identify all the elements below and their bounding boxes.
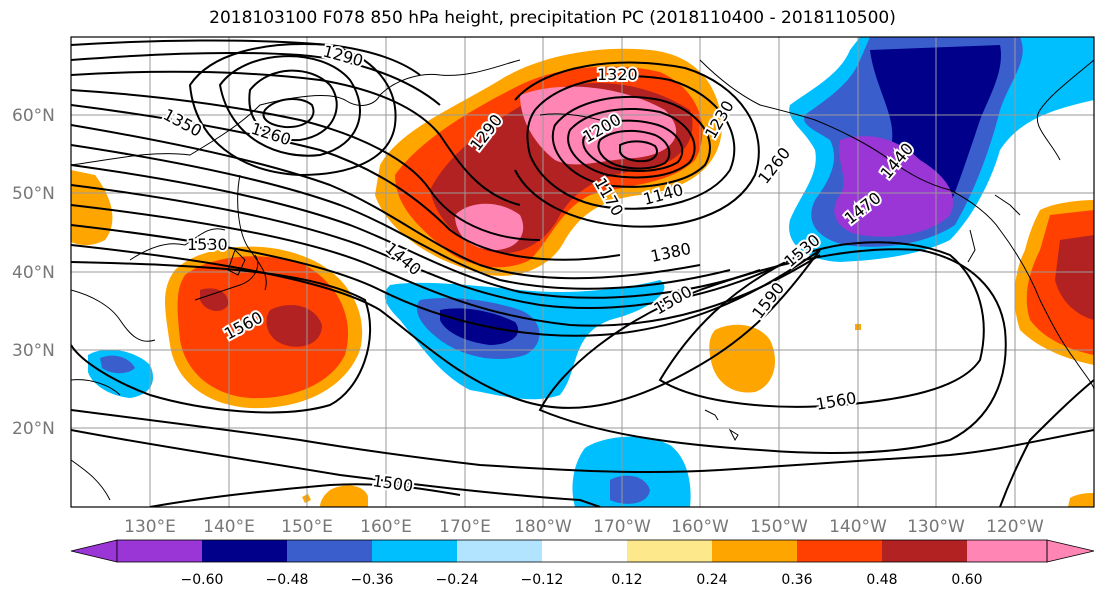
shade-orange-small <box>320 485 368 507</box>
colorbar-swatch <box>627 540 712 562</box>
lon-tick-label: 140°W <box>829 517 887 537</box>
map-plot-area: 1290 1320 1350 1260 1290 1200 1230 1260 … <box>71 37 1094 507</box>
colorbar-swatch <box>542 540 627 562</box>
shade-darkred-japan <box>266 305 322 347</box>
lon-tick-label: 150°E <box>281 517 333 537</box>
lon-tick-label: 150°W <box>750 517 808 537</box>
lat-tick-label: 60°N <box>12 106 55 126</box>
colorbar-swatch <box>882 540 967 562</box>
shade-blue-phil <box>100 355 135 374</box>
colorbar-tick-label: −0.12 <box>521 572 564 588</box>
colorbar-tick-label: 0.60 <box>951 572 982 588</box>
lon-tick-label: 130°W <box>907 517 965 537</box>
shade-orange-small2 <box>1068 492 1094 507</box>
lon-tick-label: 160°E <box>360 517 412 537</box>
colorbar-tick-label: 0.36 <box>781 572 812 588</box>
lon-tick-label: 170°W <box>593 517 651 537</box>
lon-tick-label: 170°E <box>439 517 491 537</box>
colorbar-swatch <box>967 540 1047 562</box>
contour-label: 1530 <box>187 235 228 254</box>
colorbar-tick-label: −0.60 <box>181 572 224 588</box>
lon-axis: 130°E 140°E 150°E 160°E 170°E 180°W 170°… <box>124 517 1044 537</box>
colorbar-tick-label: 0.12 <box>611 572 642 588</box>
lat-tick-label: 30°N <box>12 341 55 361</box>
shade-darkred-japan2 <box>200 288 229 312</box>
shade-navy-mid <box>440 308 519 345</box>
colorbar-swatch <box>287 540 372 562</box>
height-contours <box>71 39 1094 507</box>
colorbar-swatch <box>372 540 457 562</box>
colorbar-swatch <box>457 540 542 562</box>
colorbar-extend-high <box>1046 539 1095 563</box>
lon-tick-label: 130°E <box>124 517 176 537</box>
colorbar-tick-label: 0.24 <box>696 572 727 588</box>
lat-axis: 60°N 50°N 40°N 30°N 20°N <box>12 106 55 439</box>
colorbar: −0.60 −0.48 −0.36 −0.24 −0.12 0.12 0.24 … <box>70 539 1095 588</box>
map-title: 2018103100 F078 850 hPa height, precipit… <box>209 8 896 28</box>
gridlines <box>71 37 1094 507</box>
shade-darkred-westcoast <box>1055 235 1094 320</box>
shade-blue-south <box>610 475 650 504</box>
lat-tick-label: 20°N <box>12 419 55 439</box>
colorbar-swatch <box>202 540 287 562</box>
shade-orange-ep <box>709 324 775 393</box>
colorbar-swatch <box>117 540 202 562</box>
lat-tick-label: 40°N <box>12 263 55 283</box>
lon-tick-label: 180°W <box>514 517 572 537</box>
lon-tick-label: 140°E <box>203 517 255 537</box>
coastlines <box>71 59 1094 501</box>
map-frame <box>70 36 1095 508</box>
colorbar-tick-label: 0.48 <box>866 572 897 588</box>
lat-tick-label: 50°N <box>12 184 55 204</box>
contour-label: 1320 <box>597 65 638 84</box>
shade-purple-goa <box>834 136 954 237</box>
colorbar-swatch <box>797 540 882 562</box>
precip-shading <box>71 37 1094 507</box>
shade-pink2 <box>455 203 524 250</box>
colorbar-swatch <box>712 540 797 562</box>
colorbar-tick-label: −0.48 <box>266 572 309 588</box>
colorbar-extend-low <box>70 539 118 563</box>
colorbar-tick-label: −0.36 <box>351 572 394 588</box>
lon-tick-label: 160°W <box>671 517 729 537</box>
lon-tick-label: 120°W <box>986 517 1044 537</box>
colorbar-tick-label: −0.24 <box>436 572 479 588</box>
